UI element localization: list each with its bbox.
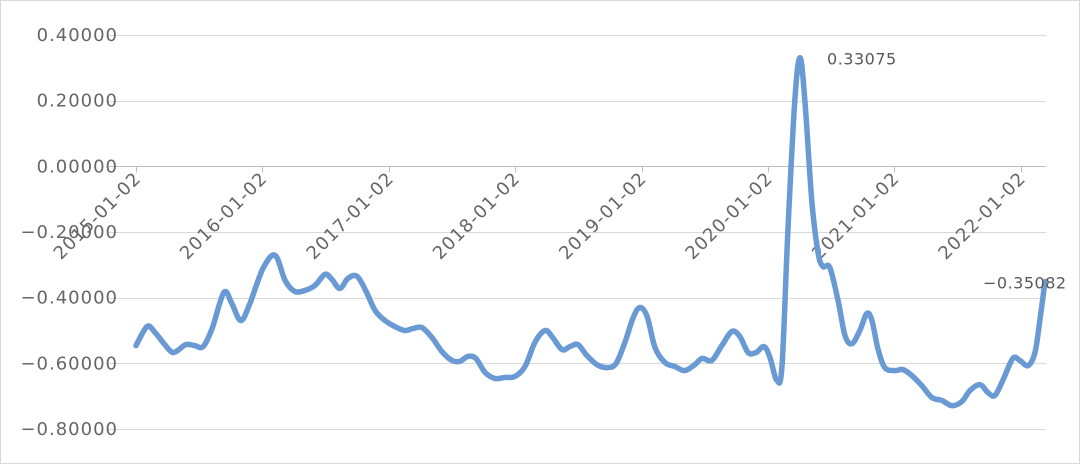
y-tick-label: −0.20000 xyxy=(20,222,118,243)
y-tick-label: −0.60000 xyxy=(20,353,118,374)
data-label: 0.33075 xyxy=(827,50,897,69)
y-axis-labels: 0.40000 0.20000 0.00000 −0.20000 −0.40000 −0.… xyxy=(20,25,118,440)
y-tick-label: 0.20000 xyxy=(37,91,118,112)
data-labels: 0.33075 −0.35082 xyxy=(827,50,1067,293)
series-line xyxy=(133,54,1048,409)
y-tick-label: 0.00000 xyxy=(37,156,118,177)
data-label: −0.35082 xyxy=(983,274,1067,293)
x-axis xyxy=(107,166,1046,173)
y-tick-label: −0.40000 xyxy=(20,288,118,309)
y-tick-label: −0.80000 xyxy=(20,419,118,440)
gridlines xyxy=(107,35,1046,430)
y-tick-label: 0.40000 xyxy=(37,25,118,46)
